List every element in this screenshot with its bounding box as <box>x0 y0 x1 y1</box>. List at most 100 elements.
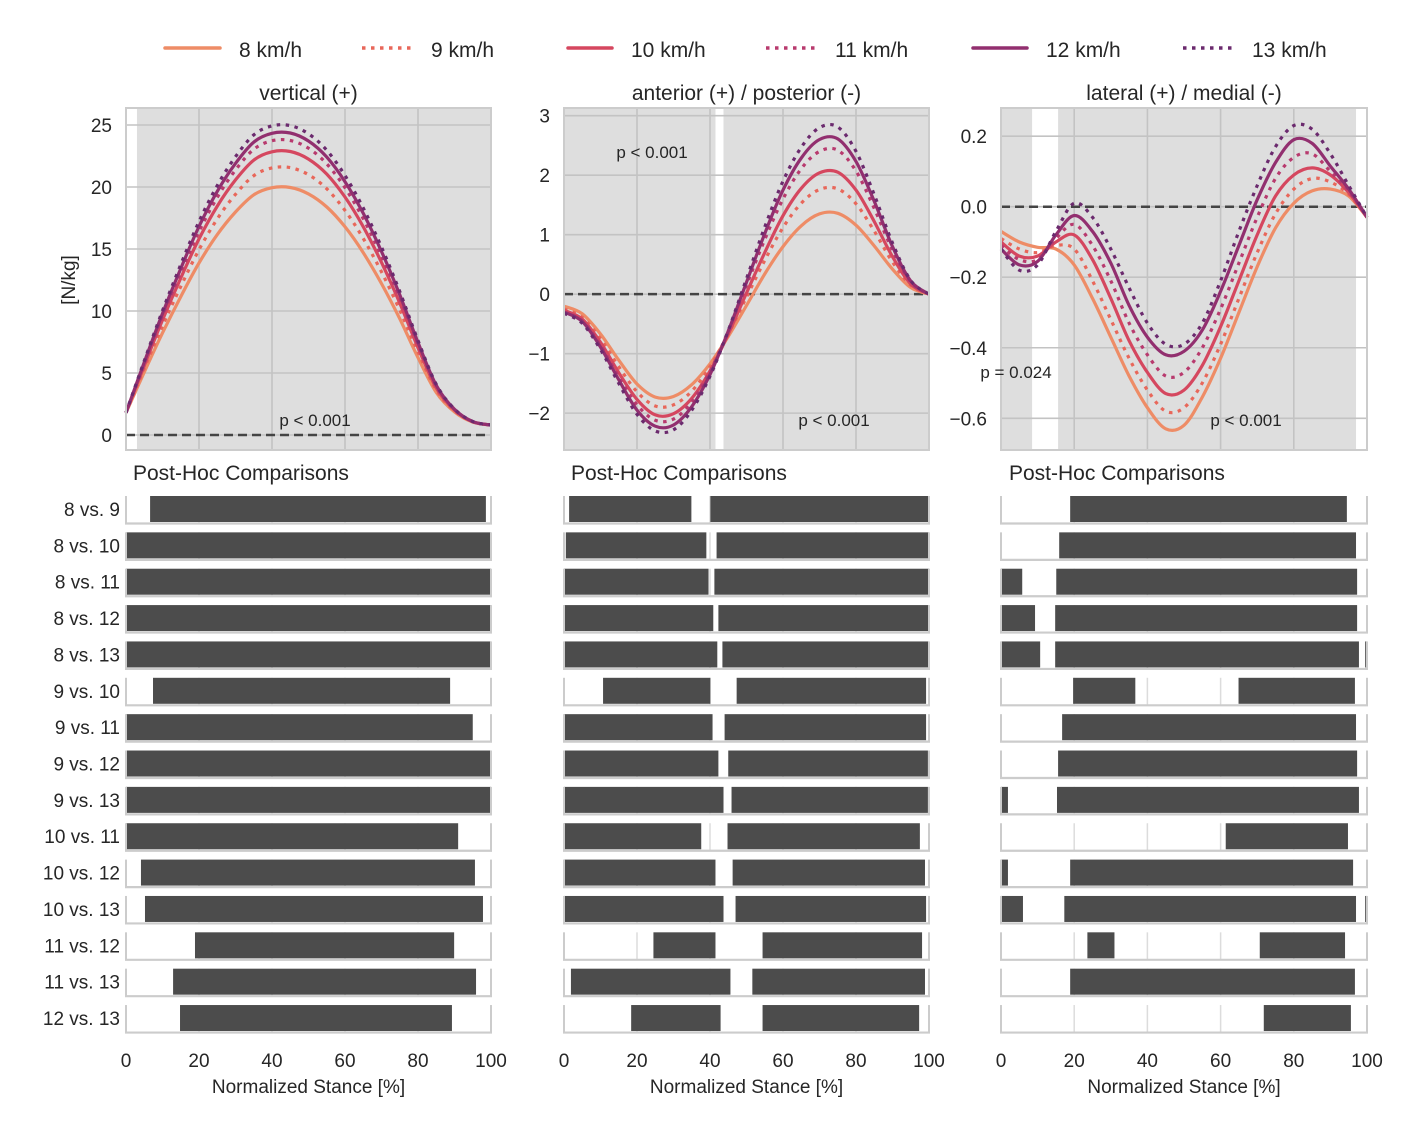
legend-item: 11 km/h <box>766 39 908 62</box>
y-tick-label: −0.6 <box>949 409 987 430</box>
legend-label: 10 km/h <box>631 39 706 62</box>
posthoc-row: 8 vs. 13 <box>53 641 492 671</box>
significant-interval-bar <box>1055 605 1358 632</box>
panel-1: −2 −1 0 1 2 3 anterior (+) / posterior (-) p < … <box>528 82 930 451</box>
significant-interval-bar <box>565 532 707 559</box>
significant-interval-bar <box>653 932 716 959</box>
series-line-12kmh <box>999 136 1369 358</box>
comparison-label: 11 vs. 12 <box>44 936 120 957</box>
x-tick-label: 0 <box>559 1051 570 1072</box>
significant-interval-bar <box>762 932 923 959</box>
legend-item: 10 km/h <box>566 39 706 62</box>
posthoc-row: 9 vs. 12 <box>53 750 492 780</box>
significant-interval-bar <box>727 823 920 850</box>
significant-interval-bar <box>736 677 927 704</box>
series-line-9kmh <box>1000 176 1369 415</box>
significant-interval-bar <box>126 714 473 741</box>
posthoc-row <box>1000 568 1368 598</box>
legend-item: 9 km/h <box>362 39 494 62</box>
x-tick-label: 80 <box>407 1051 428 1072</box>
posthoc-row <box>1000 786 1368 816</box>
x-tick-label: 100 <box>475 1051 507 1072</box>
posthoc-row: 11 vs. 13 <box>44 968 492 998</box>
significant-interval-bar <box>1225 823 1348 850</box>
y-tick-label: 15 <box>91 240 112 261</box>
posthoc-row <box>563 641 930 671</box>
posthoc-row <box>1000 1005 1368 1034</box>
panel-0: 0 5 10 15 20 25 vertical (+) [N/kg] p < 0.001 <box>59 82 492 451</box>
posthoc-row <box>563 859 930 889</box>
significant-interval-bar <box>724 714 927 741</box>
comparison-label: 11 vs. 13 <box>44 973 120 994</box>
significant-interval-bar <box>1263 1005 1351 1032</box>
p-value-annotation: p = 0.024 <box>980 363 1051 382</box>
x-tick-label: 40 <box>1137 1051 1158 1072</box>
posthoc-row <box>1000 532 1368 561</box>
x-tick-label: 80 <box>1283 1051 1304 1072</box>
panel-title: lateral (+) / medial (-) <box>1086 82 1281 105</box>
posthoc-row: 9 vs. 13 <box>53 786 492 816</box>
significant-interval-bar <box>180 1005 452 1032</box>
posthoc-title: Post-Hoc Comparisons <box>1009 462 1225 485</box>
posthoc-row: 12 vs. 13 <box>43 1005 492 1034</box>
x-axis-label: Normalized Stance [%] <box>650 1077 843 1098</box>
posthoc-row <box>1000 677 1368 707</box>
significant-interval-bar <box>762 1005 920 1032</box>
posthoc-row <box>1000 932 1368 961</box>
axes-frame <box>563 107 930 451</box>
significant-interval-bar <box>1259 932 1346 959</box>
posthoc-row: 8 vs. 11 <box>55 568 492 598</box>
significant-interval-bar <box>126 568 491 595</box>
comparison-label: 8 vs. 10 <box>53 536 120 557</box>
significant-interval-bar <box>1058 750 1358 777</box>
significant-interval-bar <box>1056 568 1358 595</box>
comparison-label: 10 vs. 12 <box>43 864 120 885</box>
x-tick-label: 40 <box>261 1051 282 1072</box>
axes-frame <box>125 107 492 451</box>
legend-label: 8 km/h <box>239 39 302 62</box>
significant-interval-bar <box>564 568 709 595</box>
x-tick-label: 100 <box>1351 1051 1383 1072</box>
posthoc-row <box>1000 895 1368 925</box>
posthoc-title: Post-Hoc Comparisons <box>571 462 787 485</box>
posthoc-panel-0: Post-Hoc Comparisons 8 vs. 9 8 vs. 10 8 vs.… <box>43 462 507 1098</box>
comparison-label: 12 vs. 13 <box>43 1009 120 1030</box>
significant-interval-bar <box>1001 859 1008 886</box>
x-tick-label: 60 <box>334 1051 355 1072</box>
significant-interval-bar <box>1062 714 1357 741</box>
significant-interval-bar <box>716 532 929 559</box>
significant-interval-bar <box>710 496 929 522</box>
posthoc-row <box>563 532 930 561</box>
comparison-label: 10 vs. 11 <box>44 827 120 848</box>
posthoc-row <box>563 677 930 707</box>
posthoc-row <box>563 750 930 780</box>
significant-interval-bar <box>564 859 716 886</box>
x-axis-label: Normalized Stance [%] <box>1087 1077 1280 1098</box>
posthoc-row: 10 vs. 12 <box>43 859 492 889</box>
p-value-annotation: p < 0.001 <box>616 143 687 162</box>
significant-interval-bar <box>126 750 491 777</box>
comparison-label: 8 vs. 12 <box>53 609 120 630</box>
x-tick-label: 20 <box>188 1051 209 1072</box>
y-tick-label: 0 <box>539 285 550 306</box>
significant-interval-bar <box>564 605 714 632</box>
x-tick-label: 40 <box>699 1051 720 1072</box>
significant-interval-bar <box>718 605 929 632</box>
y-tick-label: −0.4 <box>949 339 987 360</box>
significant-interval-bar <box>126 786 491 813</box>
y-axis-label: [N/kg] <box>59 255 80 305</box>
posthoc-row <box>563 786 930 816</box>
significant-interval-bar <box>1001 786 1008 813</box>
significant-interval-bar <box>735 895 927 922</box>
legend-item: 13 km/h <box>1183 39 1327 62</box>
comparison-label: 10 vs. 13 <box>43 900 120 921</box>
significance-span <box>564 108 716 450</box>
significant-interval-bar <box>126 532 491 559</box>
posthoc-row: 8 vs. 9 <box>64 496 492 525</box>
series-line-13kmh <box>124 123 492 427</box>
series-line-8kmh <box>1000 187 1369 433</box>
y-tick-label: −1 <box>528 345 550 366</box>
posthoc-row <box>563 895 930 925</box>
